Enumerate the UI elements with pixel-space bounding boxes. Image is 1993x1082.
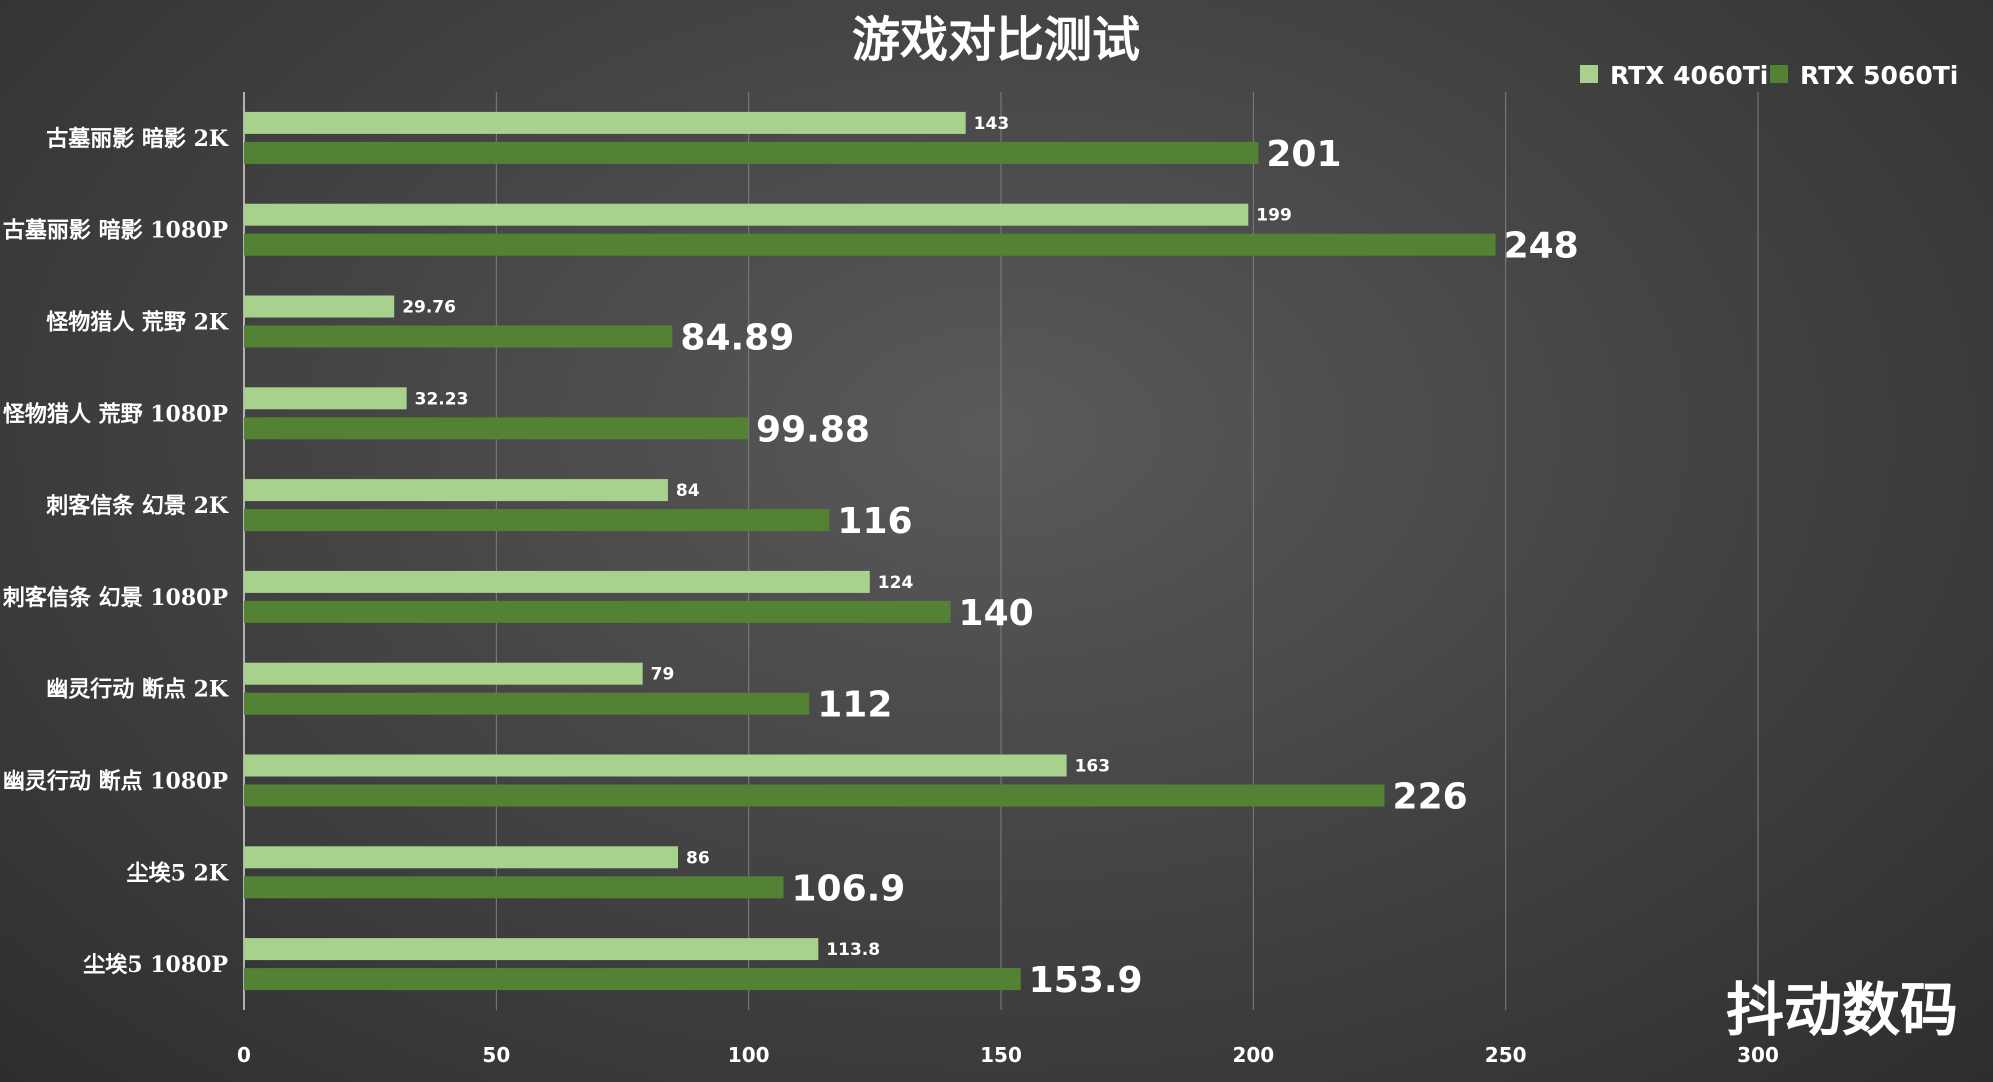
category-label: 刺客信条 幻景 1080P bbox=[3, 585, 228, 611]
bar-rtx-5060ti bbox=[244, 417, 749, 440]
data-label-rtx-5060ti: 99.88 bbox=[756, 409, 870, 450]
data-label-rtx-5060ti: 84.89 bbox=[680, 318, 794, 359]
data-label-rtx-5060ti: 153.9 bbox=[1029, 960, 1143, 1001]
bar-rtx-4060ti bbox=[244, 295, 395, 318]
bar-rtx-4060ti bbox=[244, 570, 870, 593]
data-label-rtx-5060ti: 106.9 bbox=[791, 868, 905, 909]
category-label: 幽灵行动 断点 1080P bbox=[3, 769, 228, 795]
data-label-rtx-5060ti: 116 bbox=[837, 501, 912, 542]
category-label: 古墓丽影 暗影 1080P bbox=[3, 218, 228, 244]
data-label-rtx-4060ti: 84 bbox=[676, 481, 700, 501]
category-label: 尘埃5 2K bbox=[127, 860, 229, 886]
data-label-rtx-5060ti: 226 bbox=[1393, 777, 1468, 818]
bar-rtx-5060ti bbox=[244, 692, 810, 715]
bar-rtx-5060ti bbox=[244, 968, 1021, 991]
bar-rtx-5060ti bbox=[244, 784, 1385, 807]
bar-rtx-5060ti bbox=[244, 876, 784, 899]
data-label-rtx-5060ti: 201 bbox=[1266, 134, 1341, 175]
data-label-rtx-4060ti: 32.23 bbox=[415, 389, 469, 409]
bar-rtx-4060ti bbox=[244, 846, 679, 869]
category-label: 尘埃5 1080P bbox=[83, 952, 228, 978]
legend: RTX 4060Ti RTX 5060Ti bbox=[1580, 61, 1958, 90]
legend-label-rtx-5060ti: RTX 5060Ti bbox=[1800, 61, 1958, 90]
x-tick-label: 300 bbox=[1737, 1043, 1779, 1067]
legend-swatch-rtx-5060ti bbox=[1770, 65, 1788, 83]
data-label-rtx-4060ti: 143 bbox=[974, 114, 1010, 134]
category-label: 古墓丽影 暗影 2K bbox=[46, 126, 229, 152]
chart-title: 游戏对比测试 bbox=[852, 12, 1140, 68]
legend-swatch-rtx-4060ti bbox=[1580, 65, 1598, 83]
bar-rtx-5060ti bbox=[244, 509, 830, 532]
category-labels: 古墓丽影 暗影 2K 古墓丽影 暗影 1080P 怪物猎人 荒野 2K 怪物猎人 荒野… bbox=[3, 126, 229, 978]
data-label-rtx-4060ti: 199 bbox=[1256, 206, 1292, 226]
data-label-rtx-4060ti: 79 bbox=[651, 665, 675, 685]
x-tick-label: 50 bbox=[482, 1043, 510, 1067]
bar-rtx-4060ti bbox=[244, 387, 407, 410]
data-label-rtx-5060ti: 112 bbox=[817, 685, 892, 726]
bar-rtx-5060ti bbox=[244, 141, 1259, 164]
category-label: 刺客信条 幻景 2K bbox=[46, 493, 229, 519]
data-label-rtx-5060ti: 140 bbox=[959, 593, 1034, 634]
data-label-rtx-4060ti: 113.8 bbox=[826, 940, 880, 960]
data-label-rtx-4060ti: 163 bbox=[1075, 757, 1111, 777]
category-label: 怪物猎人 荒野 2K bbox=[46, 310, 229, 336]
category-label: 幽灵行动 断点 2K bbox=[46, 677, 229, 703]
bar-rtx-4060ti bbox=[244, 662, 643, 685]
bar-rtx-4060ti bbox=[244, 754, 1067, 777]
x-tick-label: 100 bbox=[728, 1043, 770, 1067]
bar-rtx-5060ti bbox=[244, 233, 1496, 256]
x-axis-ticks: 0 50 100 150 200 250 300 bbox=[237, 1043, 1779, 1067]
bar-rtx-5060ti bbox=[244, 325, 673, 348]
legend-label-rtx-4060ti: RTX 4060Ti bbox=[1610, 61, 1768, 90]
x-tick-label: 200 bbox=[1232, 1043, 1274, 1067]
category-label: 怪物猎人 荒野 1080P bbox=[3, 401, 228, 427]
data-label-rtx-4060ti: 86 bbox=[686, 848, 710, 868]
bar-rtx-4060ti bbox=[244, 479, 668, 502]
bar-rtx-4060ti bbox=[244, 203, 1249, 226]
bar-rtx-4060ti bbox=[244, 111, 966, 134]
watermark-text: 抖动数码 bbox=[1726, 976, 1958, 1044]
bar-rtx-4060ti bbox=[244, 938, 819, 961]
x-tick-label: 250 bbox=[1485, 1043, 1527, 1067]
bars: 143 201 199 248 29.76 84.89 32.23 99.88 84 116 124… bbox=[244, 111, 1579, 1001]
x-tick-label: 150 bbox=[980, 1043, 1022, 1067]
data-label-rtx-4060ti: 29.76 bbox=[402, 298, 456, 318]
data-label-rtx-5060ti: 248 bbox=[1504, 226, 1579, 267]
data-label-rtx-4060ti: 124 bbox=[878, 573, 914, 593]
bar-rtx-5060ti bbox=[244, 600, 951, 623]
x-tick-label: 0 bbox=[237, 1043, 251, 1067]
